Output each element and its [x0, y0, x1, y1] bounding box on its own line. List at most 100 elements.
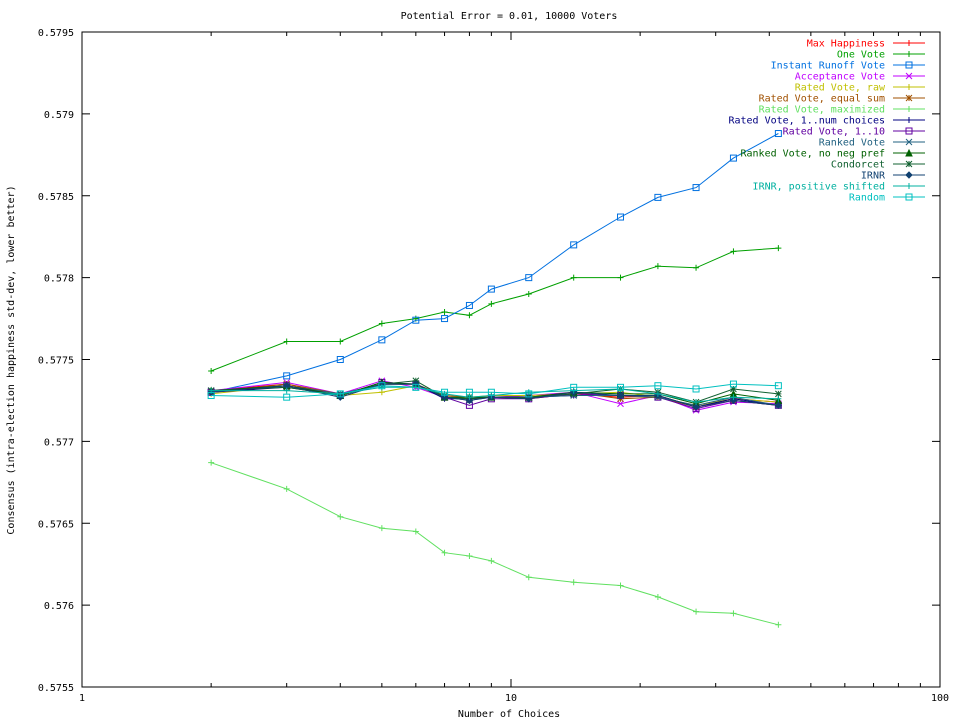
- legend-label: Condorcet: [831, 160, 885, 171]
- data-point: [336, 356, 344, 363]
- y-tick-label: 0.577: [44, 437, 74, 448]
- data-point: [729, 380, 737, 388]
- data-point: [525, 574, 532, 581]
- chart-title: Potential Error = 0.01, 10000 Voters: [401, 11, 618, 22]
- data-point: [905, 171, 913, 179]
- data-point: [730, 248, 737, 255]
- data-point: [525, 274, 533, 282]
- data-point: [774, 401, 783, 410]
- data-point: [283, 338, 290, 345]
- data-point: [412, 316, 420, 324]
- series-rated-vote-maximized: [208, 459, 782, 628]
- data-point: [905, 127, 913, 135]
- data-point: [774, 130, 782, 138]
- data-point: [906, 51, 912, 57]
- legend-label: One Vote: [837, 50, 885, 61]
- legend-label: Random: [849, 193, 885, 204]
- y-tick-label: 0.578: [44, 274, 74, 285]
- x-tick-label: 1: [79, 693, 85, 704]
- legend-label: Rated Vote, maximized: [759, 105, 885, 116]
- y-tick-label: 0.5785: [38, 192, 74, 203]
- data-point: [441, 315, 449, 323]
- data-point: [283, 387, 290, 394]
- data-point: [654, 382, 662, 390]
- data-point: [570, 241, 578, 249]
- legend-label: Acceptance Vote: [795, 72, 885, 83]
- data-point: [336, 390, 344, 398]
- data-point: [906, 40, 912, 46]
- data-point: [570, 383, 578, 391]
- data-point: [729, 154, 737, 162]
- series-group: [207, 130, 783, 628]
- data-point: [441, 549, 448, 556]
- legend-label: Ranked Vote, no neg pref: [741, 149, 886, 160]
- data-point: [693, 608, 700, 615]
- legend-label: IRNR: [861, 171, 886, 182]
- legend-label: Rated Vote, 1..10: [783, 127, 885, 138]
- legend-label: Rated Vote, equal sum: [759, 94, 885, 105]
- data-point: [378, 320, 385, 327]
- data-point: [775, 390, 782, 398]
- data-point: [654, 593, 661, 600]
- data-point: [905, 94, 913, 102]
- data-point: [208, 367, 215, 374]
- x-tick-label: 10: [505, 693, 517, 704]
- data-point: [441, 309, 448, 316]
- legend-label: Rated Vote, raw: [795, 83, 886, 94]
- data-point: [465, 396, 474, 405]
- data-point: [905, 193, 913, 201]
- data-point: [775, 621, 782, 628]
- data-point: [730, 385, 737, 393]
- data-point: [441, 388, 449, 396]
- data-point: [570, 274, 577, 281]
- data-point: [906, 84, 912, 90]
- axis-ticks: 0.5755 0.576 0.5765 0.577 0.5775 0.578 0.5785 0…: [38, 28, 949, 704]
- y-tick-label: 0.5775: [38, 356, 74, 367]
- data-point: [730, 394, 737, 401]
- series-line: [210, 462, 779, 626]
- data-point: [412, 383, 420, 391]
- legend-label: IRNR, positive shifted: [753, 182, 885, 193]
- data-point: [617, 400, 624, 408]
- data-point: [487, 285, 495, 293]
- data-point: [775, 395, 782, 402]
- data-point: [617, 582, 624, 589]
- data-point: [412, 528, 419, 535]
- data-point: [906, 183, 912, 189]
- data-point: [692, 385, 700, 393]
- y-tick-label: 0.579: [44, 110, 74, 121]
- x-axis-label: Number of Choices: [458, 709, 560, 720]
- data-point: [466, 312, 473, 319]
- data-point: [487, 388, 495, 396]
- y-axis-label: Consensus (intra-election happiness std-…: [6, 185, 17, 534]
- legend-label: Max Happiness: [807, 39, 885, 50]
- data-point: [692, 403, 700, 411]
- data-point: [466, 553, 473, 559]
- data-point: [378, 525, 385, 532]
- series-instant-runoff-vote: [207, 130, 782, 396]
- data-point: [905, 61, 913, 69]
- data-point: [905, 160, 913, 168]
- data-point: [488, 557, 495, 564]
- series-line: [211, 383, 779, 398]
- series-random: [207, 380, 782, 401]
- x-tick-label: 100: [931, 693, 949, 704]
- data-point: [617, 213, 625, 221]
- data-point: [207, 392, 215, 400]
- data-point: [906, 106, 912, 112]
- data-point: [693, 399, 700, 406]
- legend-label: Instant Runoff Vote: [771, 61, 885, 72]
- data-point: [905, 72, 913, 80]
- data-point: [905, 148, 913, 157]
- data-point: [774, 382, 782, 390]
- data-point: [208, 459, 215, 466]
- data-point: [617, 383, 625, 391]
- data-point: [654, 193, 662, 201]
- data-point: [616, 391, 625, 400]
- data-point: [654, 263, 661, 270]
- data-point: [525, 390, 533, 398]
- data-point: [693, 264, 700, 271]
- data-point: [465, 301, 473, 309]
